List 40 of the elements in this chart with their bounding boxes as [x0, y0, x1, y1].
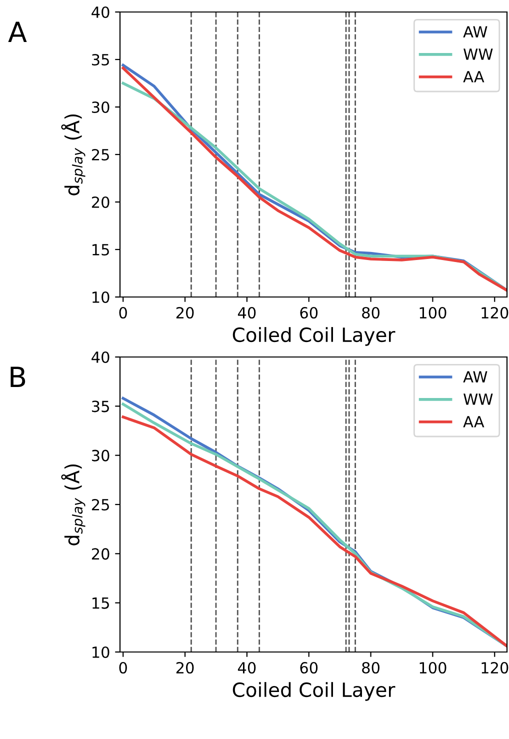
- x-tick-label: 0: [119, 306, 127, 319]
- text: A: [8, 22, 27, 42]
- y-tick-label: 15: [92, 244, 109, 256]
- text: B: [10, 366, 26, 387]
- x-tick-label: 80: [362, 662, 380, 674]
- y-tick-label: 25: [92, 498, 109, 511]
- x-tick-label: 100: [420, 662, 446, 674]
- legend-label: WW: [464, 48, 493, 60]
- y-tick-label: 30: [92, 450, 110, 462]
- x-tick-label: 20: [176, 662, 194, 674]
- y-tick-label: 10: [92, 646, 110, 658]
- y-tick-label: 20: [92, 548, 110, 560]
- legend-label: AW: [463, 371, 488, 382]
- y-tick-label: 40: [92, 6, 110, 18]
- legend-label: AW: [463, 26, 488, 38]
- legend-label: AA: [463, 71, 484, 82]
- x-axis-title: Coiled Coil Layer: [232, 682, 396, 701]
- y-tick-label: 15: [92, 598, 109, 609]
- x-tick-label: 60: [300, 662, 318, 674]
- y-tick-label: 25: [92, 148, 109, 161]
- x-axis-title: Coiled Coil Layer: [232, 327, 396, 346]
- x-tick-label: 20: [176, 306, 194, 319]
- legend-label: WW: [464, 394, 493, 405]
- x-tick-label: 120: [482, 306, 508, 319]
- y-tick-label: 20: [92, 196, 110, 208]
- y-tick-label: 40: [92, 351, 110, 364]
- y-tick-label: 10: [92, 291, 110, 304]
- x-tick-label: 0: [119, 662, 127, 674]
- x-tick-label: 40: [238, 662, 256, 674]
- legend-label: AA: [463, 416, 484, 428]
- y-tick-label: 35: [92, 400, 109, 412]
- x-tick-label: 100: [420, 306, 446, 319]
- y-axis-title: d$_{splay}$ (Å): [61, 464, 86, 546]
- x-tick-label: 120: [482, 662, 508, 674]
- y-tick-label: 35: [92, 54, 109, 66]
- x-tick-label: 60: [300, 306, 318, 319]
- x-tick-label: 80: [362, 306, 380, 319]
- y-axis-title: d$_{splay}$ (Å): [61, 114, 86, 196]
- y-tick-label: 30: [92, 101, 110, 114]
- x-tick-label: 40: [238, 306, 256, 319]
